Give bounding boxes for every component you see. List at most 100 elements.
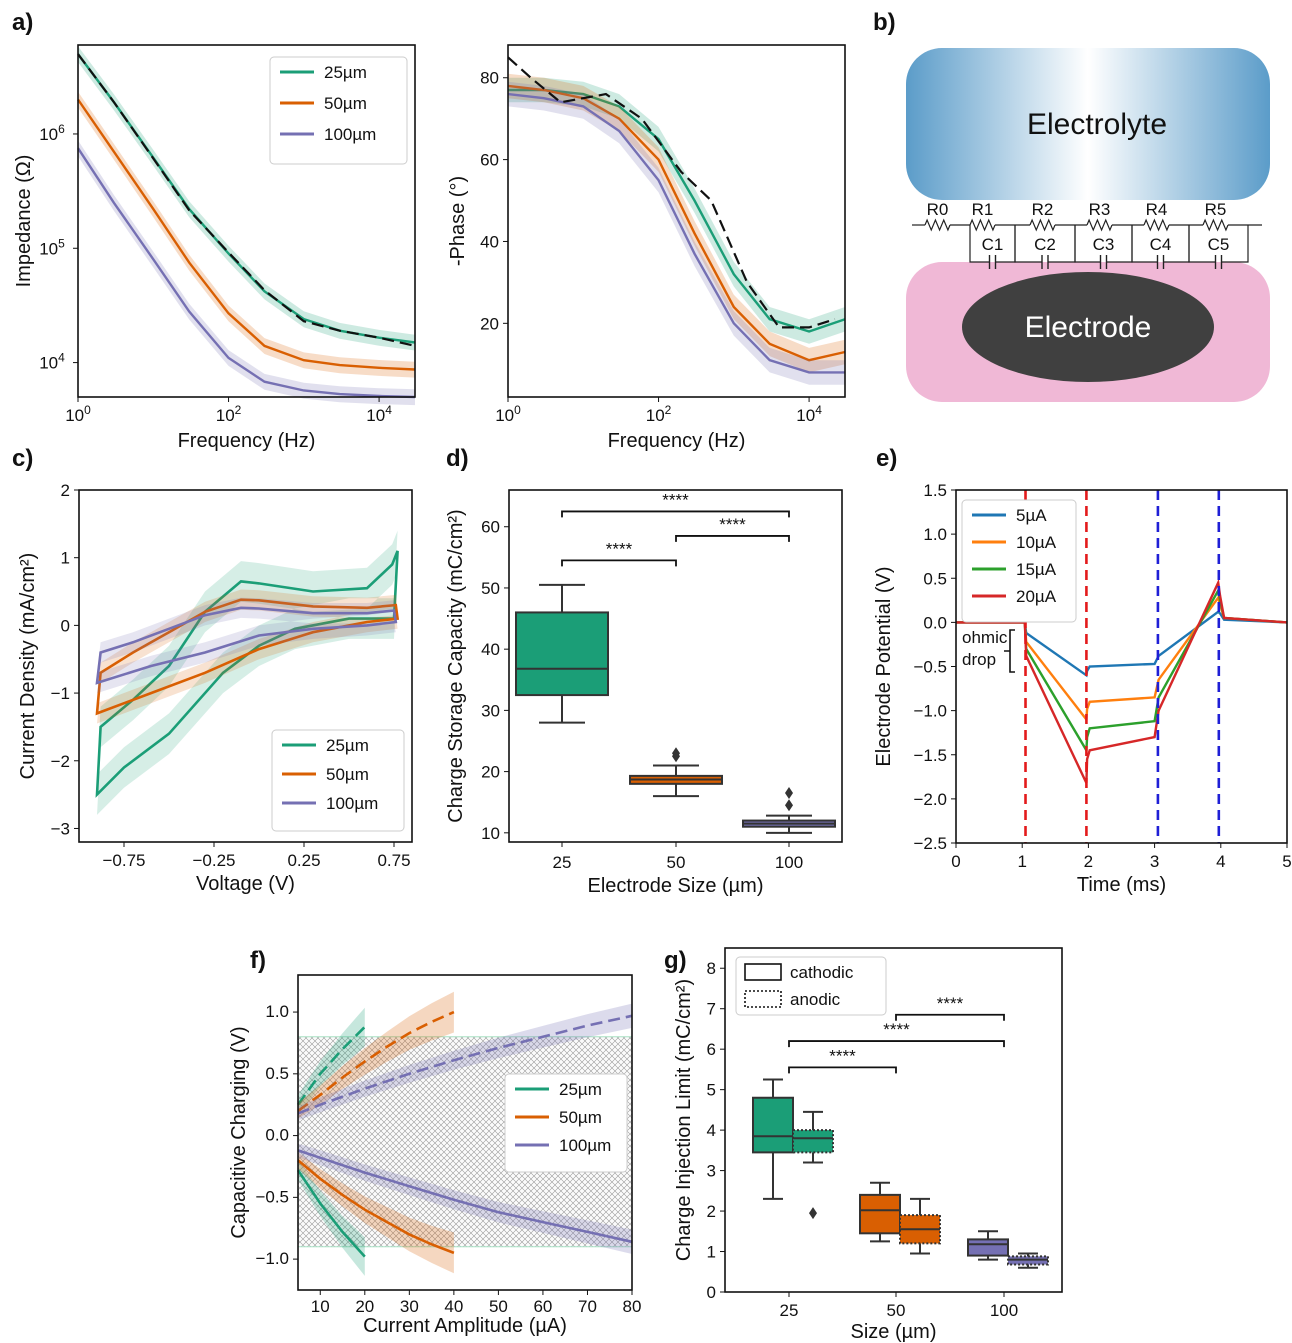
resistor-label: R1 — [972, 200, 994, 219]
y-tick-label: 0 — [707, 1283, 716, 1302]
impedance-frame — [77, 44, 416, 398]
outlier — [785, 787, 793, 800]
y-tick-label: 30 — [481, 701, 500, 720]
cv-band — [97, 589, 398, 724]
phase-line-50µm — [507, 84, 846, 362]
x-tick-label: 50 — [489, 1297, 508, 1316]
cil-legend-label: cathodic — [790, 963, 854, 982]
x-axis-label: Time (ms) — [1077, 874, 1166, 896]
vt-legend-label: 15µA — [1016, 560, 1057, 579]
y-tick-label: 20 — [481, 763, 500, 782]
box — [967, 1238, 1009, 1257]
x-tick-label: 30 — [400, 1297, 419, 1316]
y-tick-label: −2.5 — [913, 834, 947, 853]
y-tick-label: 6 — [707, 1040, 716, 1059]
cv-line-50µm — [95, 598, 400, 716]
x-tick-label: 102 — [216, 403, 242, 425]
significance-label: **** — [937, 994, 964, 1013]
cv-legend-label: 50µm — [326, 765, 369, 784]
resistor-R2 — [1029, 218, 1056, 232]
capacitor-wire — [969, 225, 990, 263]
significance-label: **** — [883, 1020, 910, 1039]
capacitor-wire — [1221, 225, 1249, 263]
y-tick-label: 7 — [707, 1000, 716, 1019]
cil-legend-swatch-anodic — [744, 990, 782, 1008]
x-tick-label: −0.75 — [102, 851, 145, 870]
equivalent-circuit: R0 R1 R2 R3 R4 R5 C1 C2 C3 C4 C5 — [912, 200, 1262, 269]
panel-label-d: d) — [446, 445, 469, 472]
y-tick-label: 1 — [707, 1243, 716, 1262]
x-tick-label: 20 — [355, 1297, 374, 1316]
significance-bar — [675, 535, 790, 542]
resistor-label: R3 — [1089, 200, 1111, 219]
y-tick-label: −0.5 — [255, 1187, 289, 1206]
y-tick-label: 1.0 — [265, 1002, 289, 1021]
y-tick-label: 80 — [480, 69, 499, 88]
charging-line-50µm-anodic — [297, 1010, 455, 1112]
y-tick-label: 1.0 — [923, 525, 947, 544]
capacitor-label: C5 — [1208, 235, 1230, 254]
y-tick-label: −2 — [51, 752, 70, 771]
x-tick-label: 80 — [623, 1297, 642, 1316]
x-axis-label: Frequency (Hz) — [178, 430, 316, 452]
cil-frame — [724, 947, 1063, 1293]
phase-line-25µm — [508, 88, 846, 333]
x-tick-label: 60 — [533, 1297, 552, 1316]
y-tick-label: 0 — [61, 616, 70, 635]
x-tick-label: 104 — [796, 403, 822, 425]
vt-legend-label: 10µA — [1016, 533, 1057, 552]
y-tick-label: −1.0 — [255, 1249, 289, 1268]
charging-line-100µm-cathodic — [297, 1149, 633, 1244]
capacitor-label: C1 — [982, 235, 1004, 254]
x-axis-label: Voltage (V) — [196, 873, 295, 895]
capacitor-label: C4 — [1150, 235, 1172, 254]
y-axis-label: Capacitive Charging (V) — [228, 1026, 250, 1238]
charging-frame — [297, 974, 633, 1291]
vt-legend-box — [961, 499, 1077, 623]
y-tick-label: 1 — [61, 549, 70, 568]
vt-legend-label: 20µA — [1016, 587, 1057, 606]
css-boxplot: **** **** **** 25 50 100 10 20 30 40 50 60 Electrode… — [445, 489, 843, 897]
y-axis-label: -Phase (°) — [447, 176, 469, 266]
x-tick-label: 3 — [1150, 852, 1159, 871]
significance-bar — [895, 1013, 1005, 1021]
charging-band — [298, 1143, 632, 1254]
x-tick-label: −0.25 — [192, 851, 235, 870]
impedance-legend-label: 25µm — [324, 63, 367, 82]
impedance-legend-label: 50µm — [324, 94, 367, 113]
y-tick-label: 106 — [39, 122, 65, 144]
y-axis-label: Electrode Potential (V) — [873, 566, 895, 766]
phase-band — [508, 81, 845, 385]
outlier — [672, 747, 680, 760]
resistor-label: R4 — [1146, 200, 1168, 219]
x-tick-label: 4 — [1216, 852, 1225, 871]
y-tick-label: 5 — [707, 1081, 716, 1100]
cv-frame — [78, 489, 413, 843]
significance-label: **** — [719, 515, 746, 534]
charging-line-100µm-anodic — [297, 1014, 633, 1115]
box — [515, 611, 609, 697]
panel-label-a: a) — [12, 9, 33, 36]
x-tick-label: 10 — [311, 1297, 330, 1316]
electrolyte-block — [906, 48, 1270, 200]
annotation-bracket — [1004, 629, 1015, 673]
x-axis-label: Electrode Size (µm) — [587, 875, 763, 897]
annotation-label: drop — [962, 650, 996, 669]
electrolyte-label: Electrolyte — [1027, 108, 1167, 141]
outlier — [809, 1207, 817, 1220]
panel-label-e: e) — [876, 445, 897, 472]
y-tick-label: 3 — [707, 1162, 716, 1181]
x-tick-label: 100 — [65, 403, 91, 425]
x-tick-label: 0.75 — [377, 851, 410, 870]
capacitor-wire — [1014, 225, 1042, 263]
charging-legend-box — [504, 1073, 628, 1173]
y-tick-label: −2.0 — [913, 790, 947, 809]
x-tick-label: 100 — [990, 1301, 1018, 1320]
x-tick-label: 0 — [951, 852, 960, 871]
circuit-diagram: Electrolyte Electrode R0 R1 R2 R3 R4 R5 C1 C2 C3… — [906, 48, 1270, 402]
y-tick-label: 0.5 — [923, 569, 947, 588]
capacitive-charging-chart: 10 20 30 40 50 60 70 80 −1.0 −0.5 0.0 0.5 1.0 Current… — [228, 974, 642, 1337]
phase-fit-line — [507, 56, 836, 329]
charging-legend-label: 25µm — [559, 1080, 602, 1099]
y-tick-label: −1 — [51, 684, 70, 703]
